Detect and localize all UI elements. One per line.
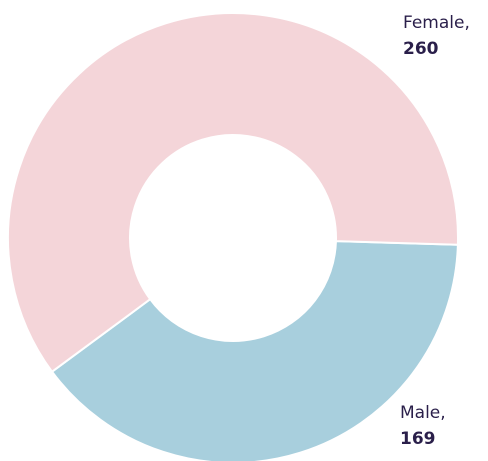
donut-slice — [50, 240, 459, 461]
legend-label: Male, — [400, 403, 446, 423]
legend-label: Female, — [403, 13, 470, 33]
donut-slice — [7, 12, 459, 374]
value-label: 260 — [403, 39, 439, 59]
value-label: 169 — [400, 429, 436, 449]
